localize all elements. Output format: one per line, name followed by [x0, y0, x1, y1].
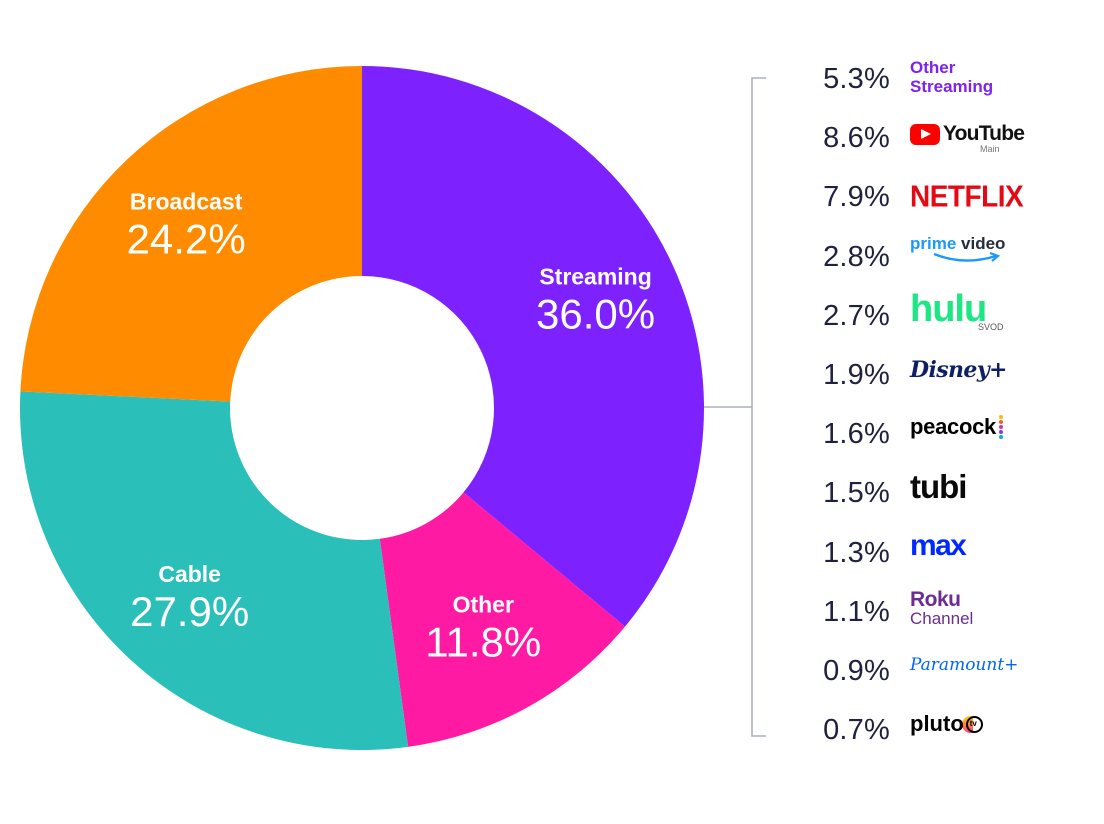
breakdown-percent: 8.6% — [823, 122, 890, 155]
breakdown-percent: 1.6% — [823, 418, 890, 451]
breakdown-row-hulu: 2.7% hulu SVOD — [0, 288, 1104, 360]
breakdown-row-peacock: 1.6% peacock — [0, 414, 1104, 478]
roku-channel-logo: Roku Channel — [910, 587, 974, 628]
breakdown-row-max: 1.3% max — [0, 529, 1104, 597]
slice-value-cable: 27.9% — [130, 588, 249, 635]
youtube-sub-label: Main — [980, 144, 1000, 155]
breakdown-percent: 7.9% — [823, 181, 890, 214]
hulu-wordmark: hulu — [910, 287, 987, 330]
breakdown-row-youtube: 8.6% YouTube Main — [0, 122, 1104, 182]
netflix-logo: NETFLIX — [910, 179, 1024, 214]
hulu-logo: hulu SVOD — [910, 287, 1004, 332]
pluto-tv-logo: pluto tv — [910, 711, 983, 737]
peacock-logo: peacock — [910, 414, 1003, 440]
breakdown-percent: 0.9% — [823, 655, 890, 687]
tubi-logo: tubi — [910, 468, 967, 506]
other-streaming-label: Other Streaming — [910, 58, 1020, 96]
peacock-dots-icon — [998, 415, 1003, 440]
breakdown-percent: 0.7% — [823, 714, 890, 747]
pluto-wordmark: pluto — [910, 711, 964, 737]
slice-label-broadcast: Broadcast — [130, 188, 243, 214]
breakdown-percent: 1.9% — [823, 359, 890, 391]
youtube-logo: YouTube Main — [910, 122, 1025, 154]
roku-channel-word: Channel — [910, 608, 974, 628]
slice-cable — [19, 391, 409, 750]
slice-value-streaming: 36.0% — [536, 290, 655, 337]
other-streaming-line1: Other — [910, 58, 956, 77]
slice-other — [379, 492, 626, 747]
breakdown-percent: 5.3% — [823, 63, 890, 95]
breakdown-row-other-streaming: 5.3% Other Streaming — [0, 58, 1104, 123]
breakdown-percent: 1.5% — [823, 477, 890, 510]
breakdown-percent: 1.1% — [823, 595, 890, 628]
max-logo: max — [910, 528, 967, 562]
prime-word: prime — [910, 233, 957, 253]
peacock-wordmark: peacock — [910, 414, 996, 440]
other-streaming-line2: Streaming — [910, 77, 994, 96]
youtube-wordmark: YouTube — [943, 122, 1025, 146]
paramount-plus-logo: Paramount+ — [910, 655, 1019, 675]
breakdown-row-disney: 1.9% Disney+ — [0, 357, 1104, 419]
prime-smile-icon — [933, 251, 1001, 262]
breakdown-percent: 1.3% — [823, 536, 890, 569]
pluto-tv-icon: tv — [961, 715, 983, 733]
hulu-sub-label: SVOD — [978, 321, 1004, 332]
youtube-play-icon — [910, 123, 940, 145]
slice-label-other: Other — [453, 592, 514, 618]
pluto-tv-badge: tv — [969, 718, 977, 728]
slice-label-streaming: Streaming — [539, 263, 651, 289]
video-word: video — [961, 233, 1006, 253]
breakdown-bracket — [704, 77, 766, 737]
breakdown-row-netflix: 7.9% NETFLIX — [0, 179, 1104, 241]
breakdown-row-pluto: 0.7% pluto tv — [0, 711, 1104, 774]
breakdown-row-paramount: 0.9% Paramount+ — [0, 655, 1104, 715]
slice-value-broadcast: 24.2% — [127, 215, 246, 262]
slice-broadcast — [20, 66, 363, 402]
breakdown-row-roku: 1.1% Roku Channel — [0, 589, 1104, 656]
prime-video-logo: prime video — [910, 233, 1006, 262]
slice-streaming — [362, 66, 704, 627]
breakdown-row-tubi: 1.5% tubi — [0, 468, 1104, 537]
breakdown-row-prime-video: 2.8% prime video — [0, 234, 1104, 301]
roku-wordmark: Roku — [910, 587, 961, 611]
slice-value-other: 11.8% — [425, 619, 541, 666]
breakdown-percent: 2.7% — [823, 299, 890, 332]
disney-plus-logo: Disney+ — [910, 357, 1007, 383]
slice-label-cable: Cable — [158, 561, 221, 587]
breakdown-percent: 2.8% — [823, 240, 890, 273]
